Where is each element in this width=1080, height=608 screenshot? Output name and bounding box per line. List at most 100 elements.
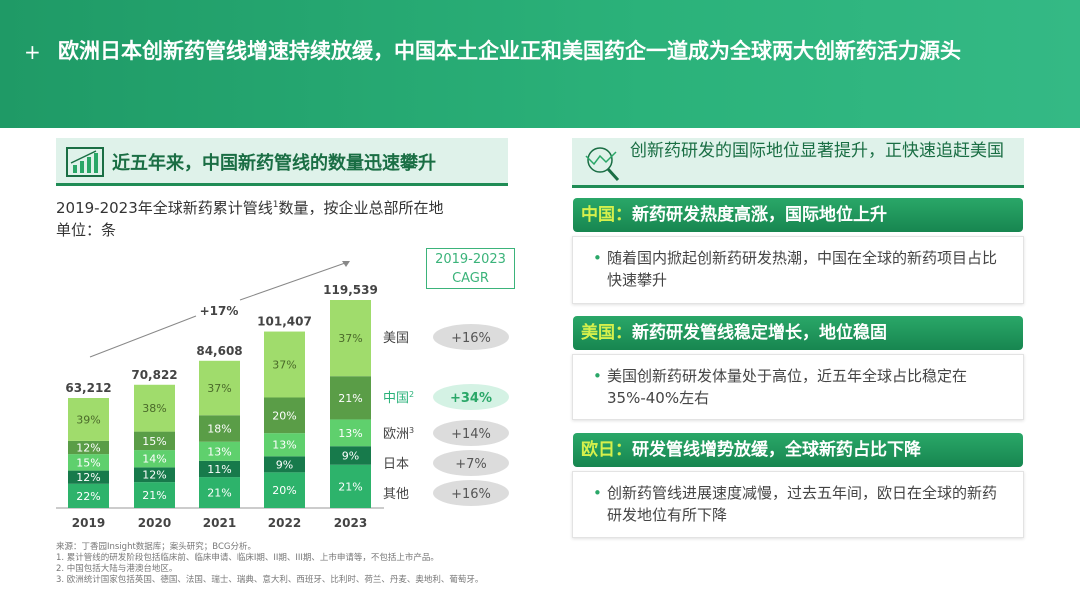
data-label: 11% — [207, 463, 231, 476]
data-label: 21% — [207, 487, 231, 500]
bar-segment-2022 — [264, 456, 305, 473]
bar-segment-2022 — [264, 472, 305, 508]
section-prefix: 欧日： — [581, 440, 632, 460]
bar-chart-icon — [66, 147, 104, 177]
footnote-ref: 1 — [272, 200, 279, 210]
bar-segment-2021 — [199, 477, 240, 508]
bar-segment-2022 — [264, 331, 305, 398]
section-body-text: 随着国内掀起创新药研发热潮，中国在全球的新药项目占比快速攀升 — [607, 249, 998, 289]
page-title: 欧洲日本创新药管线增速持续放缓，中国本土企业正和美国药企一道成为全球两大创新药活… — [58, 39, 961, 63]
bar-segment-2023 — [330, 446, 371, 465]
data-label: 13% — [272, 439, 296, 452]
bar-segment-2020 — [134, 384, 175, 432]
bar-segment-2021 — [199, 360, 240, 416]
eu-japan-section-body: • 创新药管线进展速度减慢，过去五年间，欧日在全球的新药研发地位有所下降 — [572, 471, 1024, 538]
total-label: 119,539 — [323, 283, 378, 297]
right-section-header: 创新药研发的国际地位显著提升，正快速追赶美国 — [572, 138, 1024, 188]
bar-segment-2021 — [199, 441, 240, 461]
data-label: 14% — [142, 453, 166, 466]
bullet-icon: • — [593, 484, 602, 502]
bar-segment-2023 — [330, 300, 371, 377]
cagr-pill — [433, 324, 509, 350]
data-label: 38% — [142, 402, 166, 415]
bar-segment-2019 — [68, 483, 109, 508]
bar-segment-2022 — [264, 433, 305, 457]
header-banner: + 欧洲日本创新药管线增速持续放缓，中国本土企业正和美国药企一道成为全球两大创新… — [0, 0, 1080, 128]
bar-segment-2021 — [199, 415, 240, 442]
data-label: 20% — [272, 409, 296, 422]
bar-segment-2020 — [134, 482, 175, 508]
data-label: 9% — [276, 458, 293, 471]
bar-segment-2022 — [264, 397, 305, 434]
total-label: 101,407 — [257, 315, 312, 329]
section-body-text: 美国创新药研发体量处于高位，近五年全球占比稳定在35%-40%左右 — [607, 367, 968, 407]
subtitle-text: 2019-2023年全球新药累计管线 — [56, 199, 273, 217]
legend-label-欧洲: 欧洲3 — [383, 426, 414, 442]
magnifier-chart-icon — [585, 147, 620, 182]
footnotes: 来源：丁香园Insight数据库；案头研究；BCG分析。 1. 累计管线的研发阶… — [56, 542, 483, 586]
cagr-period: 2019-2023 — [435, 252, 506, 267]
section-title: 新药研发管线稳定增长，地位稳固 — [632, 323, 887, 343]
data-label: 21% — [338, 392, 362, 405]
section-prefix: 美国： — [581, 323, 632, 343]
bar-segment-2021 — [199, 460, 240, 478]
data-label: 37% — [272, 359, 296, 372]
data-label: 13% — [338, 427, 362, 440]
subtitle-text-end: 数量，按企业总部所在地 — [278, 199, 444, 217]
x-tick-label: 2019 — [72, 516, 105, 530]
us-section-body: • 美国创新药研发体量处于高位，近五年全球占比稳定在35%-40%左右 — [572, 354, 1024, 420]
data-label: 15% — [142, 435, 166, 448]
bar-segment-2020 — [134, 467, 175, 483]
section-prefix: 中国： — [581, 205, 632, 225]
data-label: 15% — [76, 456, 100, 469]
unit-label: 单位：条 — [56, 221, 117, 239]
chart-subtitle: 2019-2023年全球新药累计管线1数量，按企业总部所在地 单位：条 — [56, 194, 444, 241]
footnote-2: 2. 中国包括大陆与港澳台地区。 — [56, 564, 178, 574]
section-title: 新药研发热度高涨，国际地位上升 — [632, 205, 887, 225]
data-label: 13% — [207, 445, 231, 458]
x-tick-label: 2020 — [138, 516, 171, 530]
bar-segment-2019 — [68, 470, 109, 484]
left-section-title: 近五年来，中国新药管线的数量迅速攀升 — [112, 153, 436, 174]
arrow-head-icon — [342, 261, 350, 267]
cagr-value: +14% — [451, 427, 491, 442]
eu-japan-section-header: 欧日：研发管线增势放缓，全球新药占比下降 — [573, 433, 1023, 467]
bullet-icon: • — [593, 249, 602, 267]
bar-segment-2023 — [330, 376, 371, 420]
cagr-label: CAGR — [452, 271, 489, 286]
x-tick-label: 2022 — [268, 516, 301, 530]
footnote-3: 3. 欧洲统计国家包括英国、德国、法国、瑞士、瑞典、意大利、西班牙、比利时、荷兰… — [56, 575, 484, 585]
data-label: 21% — [338, 480, 362, 493]
bar-segment-2020 — [134, 431, 175, 451]
cagr-value: +7% — [455, 457, 487, 472]
footnote-1: 1. 累计管线的研发阶段包括临床前、临床申请、临床I期、II期、III期、上市申… — [56, 553, 439, 563]
cagr-pill — [433, 480, 509, 506]
data-label: 39% — [76, 413, 100, 426]
bar-segment-2019 — [68, 398, 109, 441]
left-section-header: 近五年来，中国新药管线的数量迅速攀升 — [56, 138, 508, 186]
data-label: 37% — [207, 382, 231, 395]
plus-icon: + — [24, 40, 41, 64]
growth-arrow-line — [89, 315, 197, 358]
legend-label-其他: 其他 — [383, 487, 409, 502]
data-label: 18% — [207, 423, 231, 436]
right-section-title: 创新药研发的国际地位显著提升，正快速追赶美国 — [630, 141, 1004, 161]
bar-segment-2019 — [68, 454, 109, 471]
total-label: 70,822 — [131, 368, 177, 382]
data-label: 21% — [142, 489, 166, 502]
data-label: 9% — [342, 449, 359, 462]
cagr-value: +34% — [450, 391, 492, 406]
legend-label-美国: 美国 — [383, 331, 409, 346]
data-label: 12% — [142, 469, 166, 482]
growth-arrow-line — [239, 261, 349, 301]
total-label: 84,608 — [196, 344, 242, 358]
source-note: 来源：丁香园Insight数据库；案头研究；BCG分析。 — [56, 542, 257, 552]
data-label: 22% — [76, 490, 100, 503]
bar-segment-2020 — [134, 450, 175, 468]
bar-segment-2019 — [68, 440, 109, 455]
bar-segment-2023 — [330, 464, 371, 508]
x-tick-label: 2023 — [334, 516, 367, 530]
cagr-header-box: 2019-2023 CAGR — [426, 248, 515, 289]
x-tick-label: 2021 — [203, 516, 236, 530]
